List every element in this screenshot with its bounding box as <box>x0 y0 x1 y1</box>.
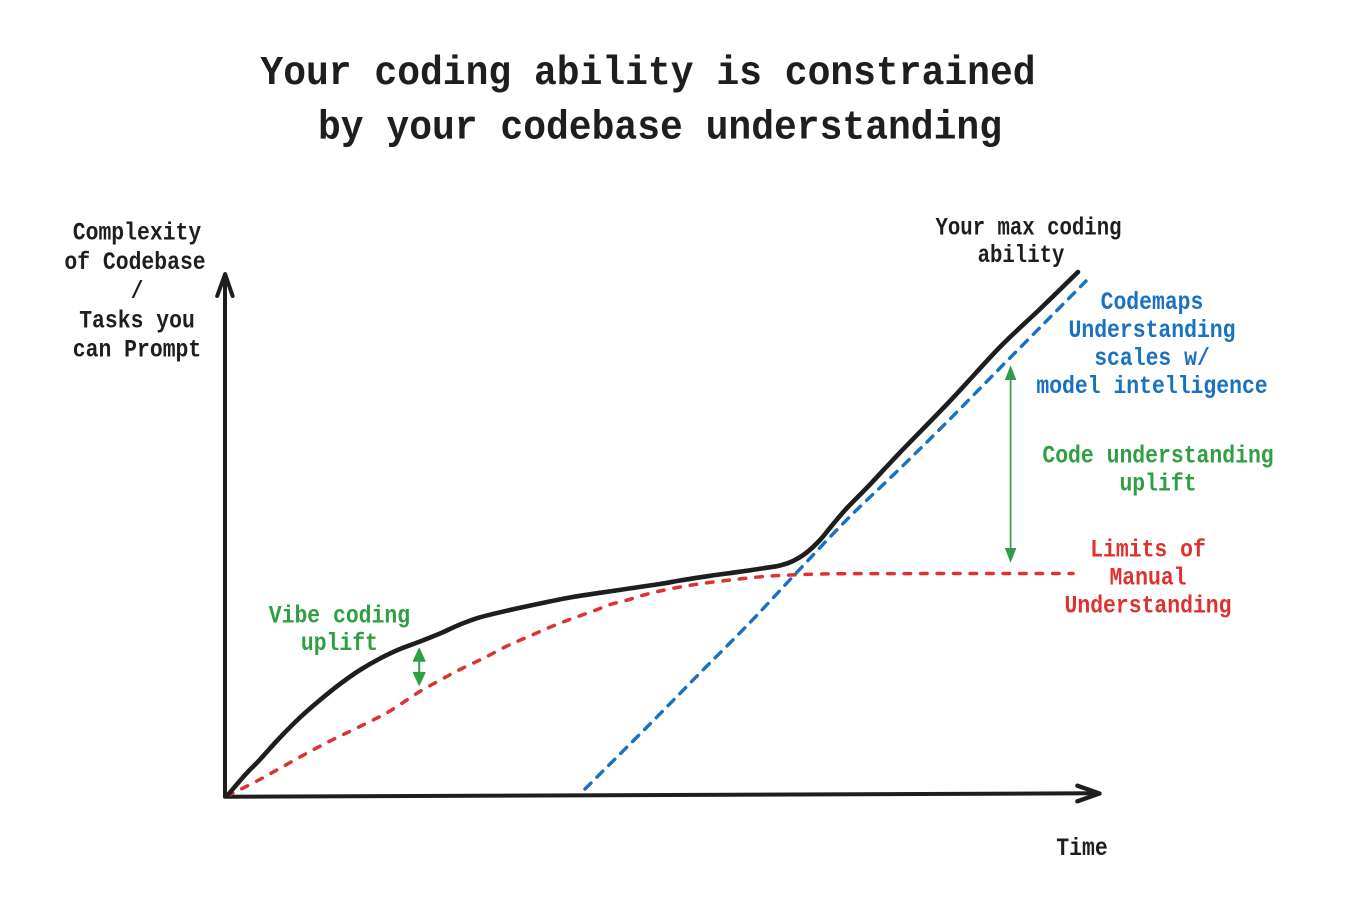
svg-text:by your codebase understanding: by your codebase understanding <box>318 106 1002 152</box>
svg-text:Limits of: Limits of <box>1090 536 1206 565</box>
svg-text:Your max coding: Your max coding <box>936 214 1122 243</box>
svg-text:Time: Time <box>1056 834 1107 863</box>
svg-text:Your coding ability is constra: Your coding ability is constrained <box>260 51 1035 97</box>
svg-text:model intelligence: model intelligence <box>1036 372 1267 401</box>
svg-text:uplift: uplift <box>301 629 378 658</box>
svg-text:uplift: uplift <box>1119 469 1196 498</box>
svg-text:Code understanding: Code understanding <box>1042 441 1273 470</box>
svg-text:can Prompt: can Prompt <box>73 336 202 365</box>
svg-text:Understanding: Understanding <box>1069 316 1236 345</box>
svg-text:Understanding: Understanding <box>1065 592 1232 621</box>
svg-text:Manual: Manual <box>1109 564 1186 593</box>
svg-text:/: / <box>131 277 144 306</box>
svg-text:Vibe coding: Vibe coding <box>269 602 410 631</box>
svg-text:Complexity: Complexity <box>73 219 202 248</box>
svg-text:Codemaps: Codemaps <box>1101 288 1204 317</box>
svg-text:of Codebase: of Codebase <box>64 248 205 277</box>
svg-text:ability: ability <box>978 241 1065 270</box>
svg-text:scales w/: scales w/ <box>1094 344 1210 373</box>
svg-text:Tasks you: Tasks you <box>79 306 195 335</box>
